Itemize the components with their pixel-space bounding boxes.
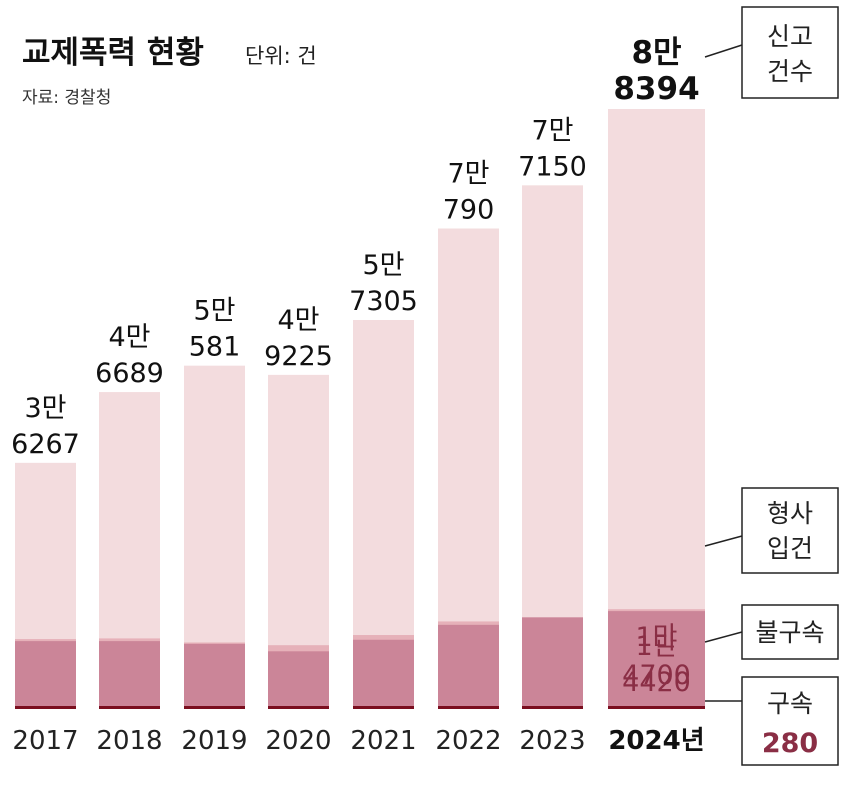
report-label-top-1: 4만 [108,322,150,353]
bar-non-detention-6 [522,617,583,709]
bar-non-detention-2 [184,643,245,709]
bar-detention-5 [438,706,499,709]
bar-detention-2 [184,706,245,709]
legend-detention: 구속 280 [705,676,839,766]
legend-indictments: 형사 입건 [704,487,839,574]
year-label-5: 2022 [435,726,501,756]
year-label-4: 2021 [350,726,416,756]
report-label-top-7: 8만 [631,35,681,71]
report-label-bottom-4: 7305 [349,286,418,317]
report-label-bottom-1: 6689 [95,358,164,389]
report-label-top-5: 7만 [447,158,489,189]
report-label-bottom-7: 8394 [613,71,699,107]
bar-non-detention-0 [15,641,76,709]
legend-indictments-line1: 형사 [767,499,813,528]
report-label-bottom-2: 581 [189,332,241,363]
year-label-6: 2023 [519,726,585,756]
year-label-0: 2017 [12,726,78,756]
non-detention-label-bottom: 4420 [622,667,691,698]
legend-non-detention-box [741,604,839,660]
non-detention-label-top: 1만 [635,631,677,662]
legend-reports-line2: 건수 [767,57,813,86]
legend-reports-leader [704,44,743,58]
year-label-3: 2020 [265,726,331,756]
indictments-label-top: 1만 [635,622,677,653]
report-label-bottom-3: 9225 [264,341,333,372]
bar-non-detention-1 [99,641,160,709]
unit-label: 단위: 건 [245,44,317,68]
indictments-label-bottom: 4700 [622,660,691,691]
year-label-1: 2018 [96,726,162,756]
bar-non-detention-7 [608,611,705,709]
bar-detention-7 [608,706,705,709]
legend-detention-box [741,676,839,766]
legend-reports-box [741,6,839,99]
source-label: 자료: 경찰청 [22,88,111,108]
legend-non-detention-label: 불구속 [755,618,824,647]
bar-non-detention-4 [353,639,414,709]
bar-detention-6 [522,706,583,709]
legend-non-detention: 불구속 [704,604,839,660]
report-label-top-2: 5만 [193,296,235,327]
legend-reports: 신고 건수 [704,6,839,99]
legend-reports-line1: 신고 [767,22,813,51]
report-label-bottom-5: 790 [443,194,495,225]
report-label-bottom-0: 6267 [11,429,80,460]
bar-detention-0 [15,706,76,709]
report-label-top-0: 3만 [24,393,66,424]
bar-detention-4 [353,706,414,709]
year-label-2: 2019 [181,726,247,756]
report-label-bottom-6: 7150 [518,151,587,182]
chart-title: 교제폭력 현황 [22,35,204,71]
labels-group: 3만 6267 2017 4만 6689 2018 5만 581 2019 4만 9225 2020 5… [11,35,705,756]
legend-indictments-box [741,487,839,574]
bar-reports-7 [608,109,705,709]
bars-group [15,109,705,710]
year-label-7: 2024년 [608,726,704,756]
legend-indictments-leader [704,535,743,547]
report-label-top-3: 4만 [277,305,319,336]
bar-detention-3 [268,706,329,709]
legend-indictments-line2: 입건 [767,534,813,563]
bar-non-detention-5 [438,624,499,709]
bar-detention-1 [99,706,160,709]
legend-detention-value: 280 [762,728,818,759]
legend-detention-label: 구속 [767,689,813,718]
bar-non-detention-3 [268,651,329,709]
report-label-top-4: 5만 [362,250,404,281]
report-label-top-6: 7만 [531,115,573,146]
legend-non-detention-leader [704,631,743,643]
